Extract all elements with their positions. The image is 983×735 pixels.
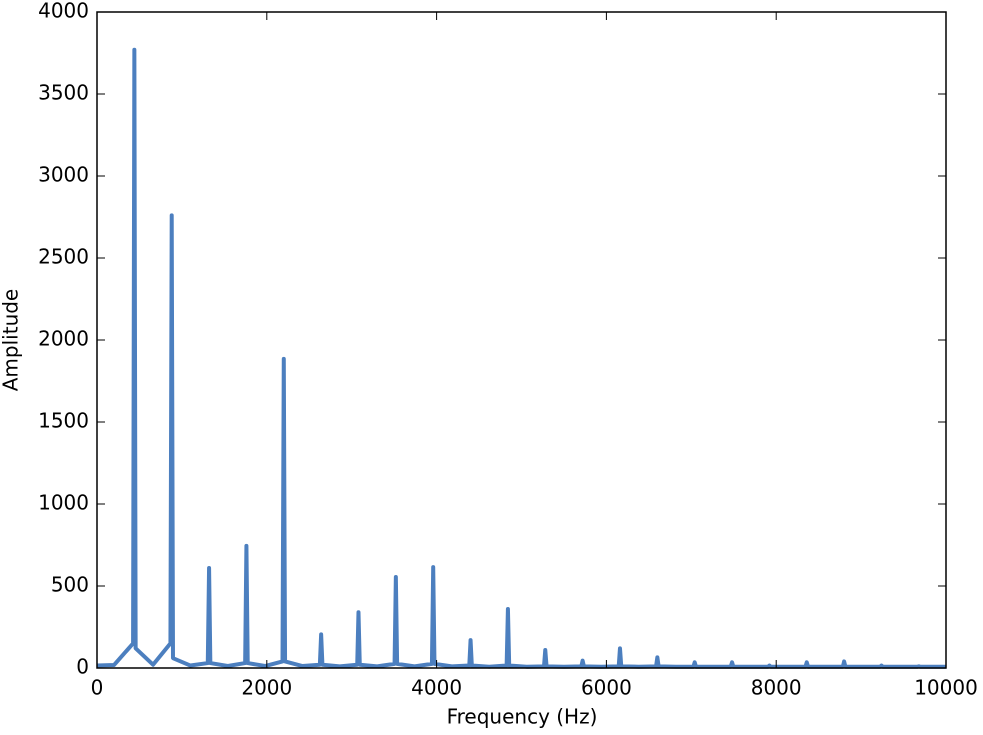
- y-tick-label: 1500: [38, 409, 89, 433]
- x-tick-label: 10000: [914, 676, 978, 700]
- y-tick-label: 3000: [38, 163, 89, 187]
- y-tick-label: 1000: [38, 491, 89, 515]
- plot-frame: [96, 11, 947, 669]
- x-tick-label: 6000: [581, 676, 632, 700]
- y-tick-label: 2000: [38, 327, 89, 351]
- y-axis-label: Amplitude: [0, 289, 23, 392]
- x-axis-label: Frequency (Hz): [447, 705, 598, 729]
- y-tick-label: 500: [51, 573, 89, 597]
- x-tick-label: 4000: [411, 676, 462, 700]
- y-tick-label: 2500: [38, 245, 89, 269]
- y-tick-label: 0: [76, 655, 89, 679]
- y-tick-label: 3500: [38, 81, 89, 105]
- x-tick-label: 0: [91, 676, 104, 700]
- x-tick-label: 8000: [751, 676, 802, 700]
- x-tick-label: 2000: [241, 676, 292, 700]
- y-tick-label: 4000: [38, 0, 89, 23]
- spectrum-line: [96, 47, 946, 669]
